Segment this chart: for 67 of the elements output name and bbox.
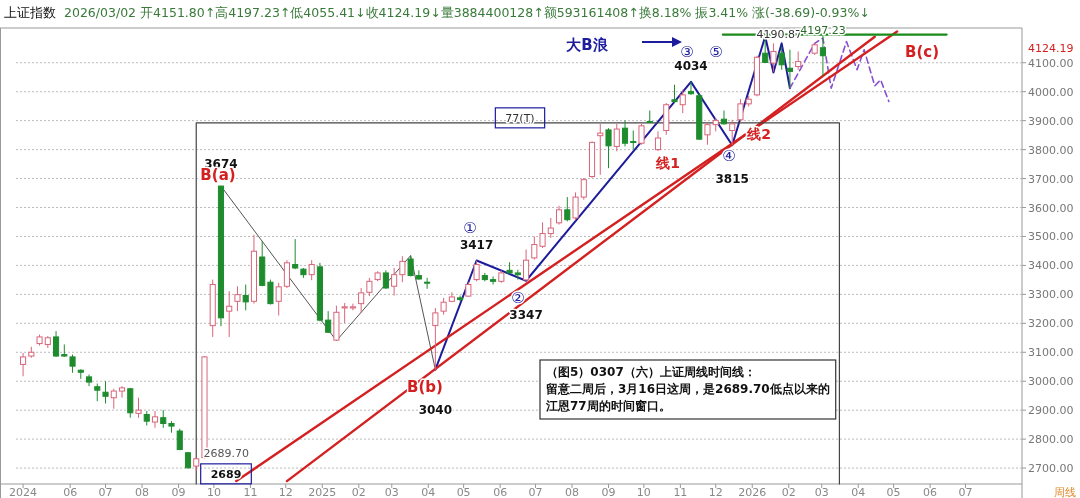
annotation: 3815 xyxy=(715,172,749,187)
x-tick-label: 08 xyxy=(135,486,150,498)
text: 周线 xyxy=(1054,486,1076,498)
annotation: 77(T) xyxy=(505,111,535,125)
annotation: 线1 xyxy=(655,154,680,171)
x-tick-label: 09 xyxy=(171,486,186,498)
x-tick-label: 07 xyxy=(958,486,973,498)
annotation: 江恩77周的时间窗口。 xyxy=(545,399,671,413)
annotation: ⑤ xyxy=(709,43,723,62)
text: 4124.19 xyxy=(1028,41,1074,55)
y-tick-label: 3300.00 xyxy=(1028,288,1074,302)
y-tick-label: 2900.00 xyxy=(1028,404,1074,418)
x-tick-label: 05 xyxy=(456,486,471,498)
x-tick-label: 06 xyxy=(923,486,938,498)
x-tick-label: 10 xyxy=(636,486,651,498)
annotation: ④ xyxy=(722,147,736,166)
annotation: ① xyxy=(463,219,477,238)
x-tick-label: 07 xyxy=(98,486,113,498)
y-tick-label: 3400.00 xyxy=(1028,259,1074,273)
x-tick-label: 2024 xyxy=(9,486,38,498)
annotation: 3347 xyxy=(509,307,543,322)
x-tick-label: 2026 xyxy=(738,486,767,498)
annotation: 大B浪 xyxy=(566,36,609,55)
y-tick-label: 3200.00 xyxy=(1028,317,1074,331)
note: （图5）0307（六）上证周线时间线： 留意二周后，3月16日这周，是2689.70低点以来的 江恩77周的时间窗口。 xyxy=(539,359,837,420)
y-tick-label: 3500.00 xyxy=(1028,230,1074,244)
x-tick-label: 07 xyxy=(528,486,543,498)
y-tick-label: 4100.00 xyxy=(1028,56,1074,70)
annotation: ③ xyxy=(680,43,694,62)
x-tick-label: 04 xyxy=(421,486,436,498)
y-tick-label: 3800.00 xyxy=(1028,143,1074,157)
x-tick-label: 06 xyxy=(63,486,78,498)
x-tick-label: 03 xyxy=(814,486,829,498)
annotation: 3040 xyxy=(418,402,453,417)
header: 上证指数 2026/03/02 开4151.80↑高4197.23↑低4055.41↓收4124.19↓量3884400128↑额593161408↑换8.18% 振3.41% 涨(-38.69)-0.93%↓ xyxy=(4,5,870,20)
annotation: 2689.70 xyxy=(203,446,249,460)
annotation: 4034 xyxy=(674,59,708,74)
annotation: 4197.23 xyxy=(800,24,846,38)
annotation: 2689 xyxy=(210,467,242,481)
x-tick-label: 08 xyxy=(565,486,580,498)
x-tick-label: 06 xyxy=(493,486,508,498)
x-tick-label: 12 xyxy=(708,486,723,498)
x-tick-label: 03 xyxy=(384,486,399,498)
x-tick-label: 11 xyxy=(673,486,688,498)
x-tick-label: 10 xyxy=(206,486,221,498)
annotation: 3417 xyxy=(459,237,494,252)
y-tick-label: 3900.00 xyxy=(1028,114,1074,128)
x-tick-label: 11 xyxy=(243,486,258,498)
y-tick-label: 4000.00 xyxy=(1028,85,1074,99)
x-tick-label: 2025 xyxy=(308,486,337,498)
x-tick-label: 02 xyxy=(351,486,366,498)
annotation: ② xyxy=(511,289,525,308)
annotation: B(c) xyxy=(904,43,940,62)
y-tick-label: 2700.00 xyxy=(1028,462,1074,476)
annotation: B(b) xyxy=(407,378,443,397)
x-tick-label: 12 xyxy=(278,486,293,498)
x-tick-label: 02 xyxy=(781,486,796,498)
x-tick-label: 05 xyxy=(886,486,901,498)
y-tick-label: 2800.00 xyxy=(1028,433,1074,447)
annotation: 留意二周后，3月16日这周，是2689.70低点以来的 xyxy=(546,382,830,396)
y-tick-label: 3600.00 xyxy=(1028,201,1074,215)
y-tick-label: 3000.00 xyxy=(1028,375,1074,389)
y-tick-label: 3700.00 xyxy=(1028,172,1074,186)
x-tick-label: 09 xyxy=(601,486,616,498)
annotation: （图5）0307（六）上证周线时间线： xyxy=(546,365,756,379)
y-tick-label: 3100.00 xyxy=(1028,346,1074,360)
x-tick-label: 04 xyxy=(851,486,866,498)
